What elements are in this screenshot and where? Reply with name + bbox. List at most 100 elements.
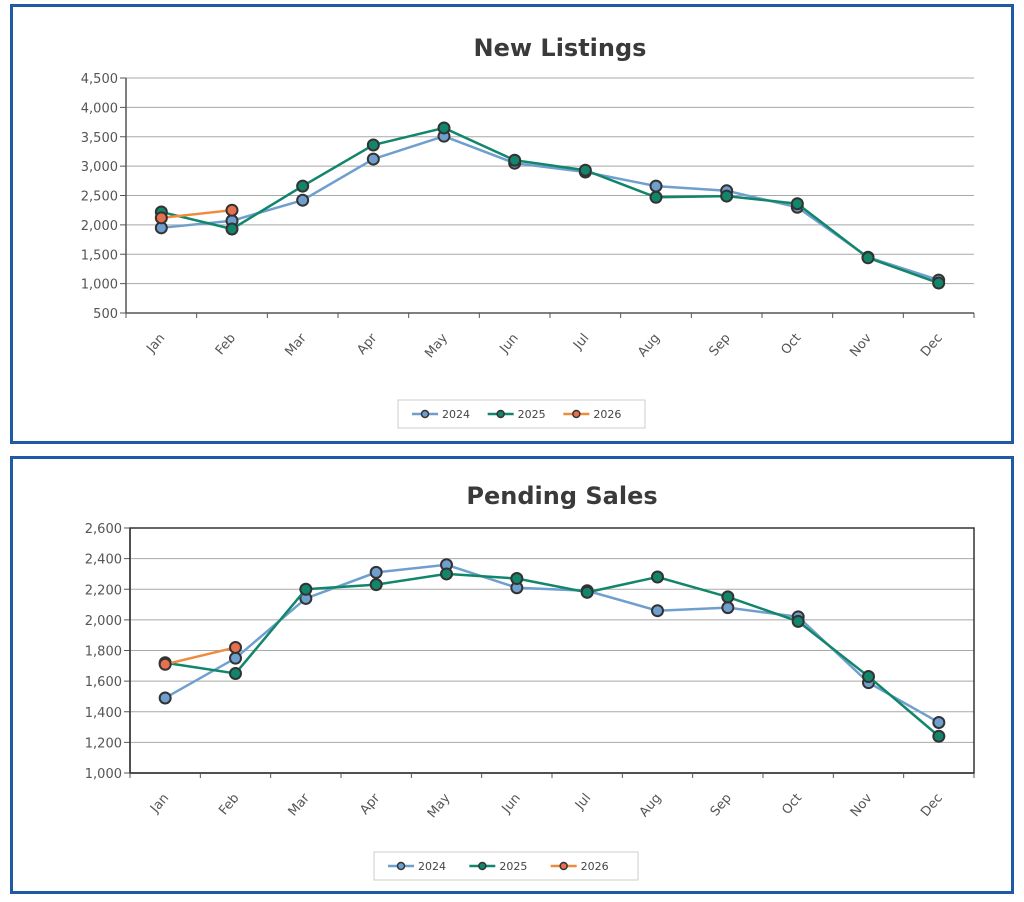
pending-sales-panel bbox=[10, 456, 1014, 894]
y-tick-label: 3,500 bbox=[81, 131, 118, 146]
legend-marker-2025 bbox=[496, 409, 505, 419]
y-tick-label: 2,600 bbox=[85, 522, 122, 537]
legend-marker-2025 bbox=[478, 861, 487, 871]
data-point-2026 bbox=[229, 640, 242, 654]
data-point-2025 bbox=[720, 189, 734, 203]
y-tick-label: 3,000 bbox=[81, 160, 118, 175]
x-tick-label: Mar bbox=[286, 790, 314, 819]
series-line-2026 bbox=[164, 646, 236, 666]
x-tick-label: Nov bbox=[847, 331, 875, 360]
y-tick-label: 1,200 bbox=[85, 736, 122, 751]
legend bbox=[373, 851, 639, 881]
x-tick-label: Oct bbox=[778, 331, 804, 358]
data-point-2025 bbox=[299, 582, 313, 596]
data-point-2026 bbox=[158, 657, 172, 671]
chart-title: New Listings bbox=[474, 34, 647, 62]
data-point-2025 bbox=[861, 251, 875, 265]
data-point-2024 bbox=[158, 691, 172, 705]
data-point-2024 bbox=[229, 651, 242, 665]
y-tick-label: 1,800 bbox=[85, 645, 122, 660]
x-tick-label: Dec bbox=[918, 331, 946, 360]
x-tick-label: Sep bbox=[706, 331, 733, 359]
y-tick-label: 2,500 bbox=[81, 190, 118, 205]
new-listings-panel bbox=[10, 4, 1014, 444]
legend-label-2026: 2026 bbox=[581, 860, 609, 873]
x-tick-label: Apr bbox=[354, 330, 380, 357]
data-point-2025 bbox=[578, 163, 592, 177]
x-tick-label: Jul bbox=[572, 791, 594, 813]
legend-label-2025: 2025 bbox=[518, 408, 546, 421]
y-tick-label: 4,000 bbox=[81, 101, 118, 116]
data-point-2024 bbox=[369, 565, 383, 579]
chart-title: Pending Sales bbox=[466, 482, 657, 510]
data-point-2024 bbox=[366, 152, 380, 166]
x-tick-label: Jan bbox=[143, 331, 168, 357]
data-point-2025 bbox=[440, 567, 453, 581]
y-tick-label: 2,200 bbox=[85, 583, 122, 598]
x-tick-label: Feb bbox=[216, 791, 242, 818]
legend-label-2024: 2024 bbox=[418, 860, 446, 873]
y-tick-label: 1,000 bbox=[85, 767, 122, 782]
legend-label-2025: 2025 bbox=[499, 860, 527, 873]
series-line-2025 bbox=[164, 572, 940, 738]
data-point-2025 bbox=[932, 276, 946, 290]
x-tick-label: Mar bbox=[282, 330, 310, 359]
data-point-2025 bbox=[649, 190, 663, 204]
legend-label-2024: 2024 bbox=[442, 408, 470, 421]
series-line-2024 bbox=[161, 134, 940, 282]
x-tick-label: Dec bbox=[918, 791, 946, 820]
x-tick-label: Apr bbox=[357, 790, 383, 817]
y-tick-label: 4,500 bbox=[81, 72, 118, 87]
data-point-2025 bbox=[791, 614, 805, 628]
y-tick-label: 1,400 bbox=[85, 706, 122, 721]
data-point-2025 bbox=[437, 121, 451, 135]
data-point-2024 bbox=[649, 179, 663, 193]
data-point-2025 bbox=[296, 179, 310, 193]
data-point-2025 bbox=[508, 153, 522, 167]
data-point-2024 bbox=[932, 715, 946, 729]
legend-marker-2024 bbox=[396, 861, 406, 871]
series-line-2025 bbox=[161, 126, 940, 285]
y-tick-label: 1,000 bbox=[81, 278, 118, 293]
legend-label-2026: 2026 bbox=[593, 408, 621, 421]
data-point-2026 bbox=[154, 211, 168, 225]
x-tick-label: May bbox=[425, 791, 454, 821]
data-point-2025 bbox=[580, 585, 594, 599]
x-tick-label: Nov bbox=[848, 791, 876, 820]
x-tick-label: Oct bbox=[779, 791, 805, 818]
y-tick-label: 2,000 bbox=[81, 219, 118, 234]
x-tick-label: Jun bbox=[497, 331, 522, 357]
x-tick-label: Jun bbox=[499, 791, 524, 817]
data-point-2025 bbox=[369, 578, 383, 592]
series-line-2026 bbox=[161, 208, 233, 220]
data-point-2025 bbox=[225, 222, 239, 236]
data-point-2024 bbox=[651, 604, 664, 618]
x-tick-label: Sep bbox=[708, 791, 735, 819]
data-point-2025 bbox=[651, 570, 664, 584]
y-tick-label: 500 bbox=[93, 307, 118, 322]
x-tick-label: Aug bbox=[637, 791, 665, 820]
legend-marker-2024 bbox=[420, 409, 430, 419]
y-tick-label: 1,600 bbox=[85, 675, 122, 690]
data-point-2025 bbox=[790, 197, 804, 211]
data-point-2025 bbox=[721, 590, 735, 604]
data-point-2026 bbox=[225, 203, 239, 217]
x-tick-label: Jul bbox=[570, 331, 592, 353]
data-point-2024 bbox=[721, 601, 735, 615]
legend bbox=[397, 399, 646, 429]
legend-marker-2026 bbox=[559, 861, 568, 871]
data-point-2025 bbox=[510, 572, 524, 586]
x-tick-label: Feb bbox=[213, 331, 239, 358]
x-tick-label: Jan bbox=[147, 791, 172, 817]
data-point-2024 bbox=[296, 193, 310, 207]
data-point-2025 bbox=[366, 138, 380, 152]
series-line-2024 bbox=[164, 563, 940, 724]
y-tick-label: 2,000 bbox=[85, 614, 122, 629]
y-tick-label: 2,400 bbox=[85, 553, 122, 568]
x-tick-label: May bbox=[422, 331, 451, 361]
data-point-2025 bbox=[229, 666, 242, 680]
y-tick-label: 1,500 bbox=[81, 248, 118, 263]
data-point-2025 bbox=[862, 670, 875, 684]
legend-marker-2026 bbox=[572, 409, 581, 419]
